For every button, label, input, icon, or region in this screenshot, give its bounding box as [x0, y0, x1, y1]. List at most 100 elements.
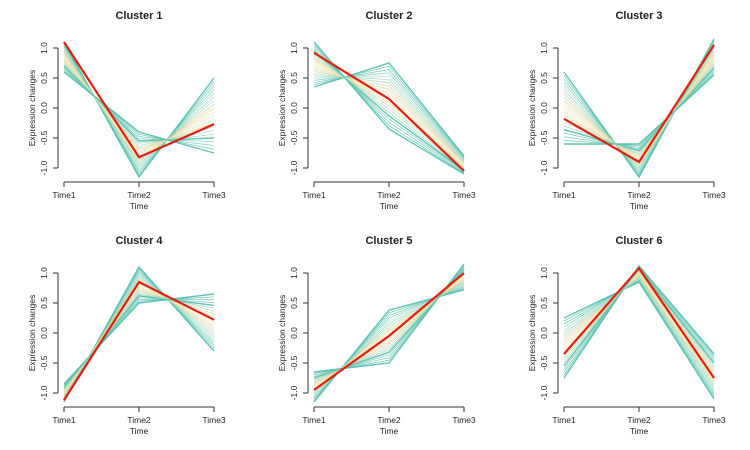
panel-title: Cluster 4	[115, 235, 163, 247]
member-line	[313, 52, 465, 170]
member-line	[313, 289, 465, 403]
member-line	[563, 279, 715, 395]
member-line	[564, 74, 715, 145]
member-line	[313, 70, 465, 163]
member-line	[563, 71, 715, 148]
member-line	[563, 44, 715, 173]
member-line	[563, 275, 715, 384]
member-line	[563, 264, 715, 379]
member-line	[563, 274, 715, 379]
member-line	[563, 269, 715, 368]
y-tick-label: 0.5	[539, 297, 549, 309]
y-tick-label: -1.0	[39, 385, 49, 400]
y-axis-label: Expression changes	[277, 70, 287, 147]
x-tick-label: Time3	[202, 415, 226, 425]
member-line	[563, 65, 715, 153]
x-tick-label: Time3	[452, 415, 476, 425]
member-line	[313, 272, 465, 383]
member-line	[313, 265, 465, 374]
y-tick-label: -0.5	[539, 355, 549, 370]
centroid-line	[63, 41, 215, 159]
x-tick-label: Time3	[702, 190, 726, 200]
member-line	[563, 54, 715, 163]
x-tick-label: Time3	[202, 190, 226, 200]
x-tick-label: Time1	[302, 415, 326, 425]
member-line	[563, 279, 715, 393]
cluster-panel-4: Cluster 4 -1.0 -0.5 0.0 0.5 1.0 Expression cha…	[27, 235, 226, 436]
y-axis-label: Expression changes	[527, 70, 537, 147]
x-tick-label: Time3	[452, 190, 476, 200]
y-tick-label: 0.0	[539, 102, 549, 114]
member-line	[563, 67, 715, 152]
y-tick-label: 0.5	[289, 297, 299, 309]
y-tick-label: 0.0	[39, 102, 49, 114]
y-tick-label: 1.0	[39, 42, 49, 54]
member-line	[63, 296, 215, 386]
y-tick-label: -1.0	[289, 160, 299, 175]
y-tick-label: -1.0	[39, 160, 49, 175]
member-line	[563, 278, 715, 391]
x-tick-label: Time1	[552, 415, 576, 425]
centroid-line	[563, 266, 715, 379]
cluster-panel-3: Cluster 3 -1.0 -0.5 0.0 0.5 1.0 Expression cha…	[527, 10, 726, 211]
member-line	[63, 70, 215, 150]
member-line	[563, 270, 715, 370]
member-line	[313, 286, 465, 400]
y-tick-label: -0.5	[289, 355, 299, 370]
x-axis-label: Time	[380, 201, 399, 211]
y-tick-label: 0.5	[289, 72, 299, 84]
member-line	[563, 276, 715, 386]
x-tick-label: Time1	[302, 190, 326, 200]
x-tick-label: Time2	[627, 190, 651, 200]
y-tick-label: -0.5	[289, 130, 299, 145]
y-axis-label: Expression changes	[27, 295, 37, 372]
x-axis-label: Time	[380, 426, 399, 436]
member-line	[563, 277, 715, 388]
y-tick-label: 0.0	[539, 327, 549, 339]
y-tick-label: 0.0	[39, 327, 49, 339]
member-line	[313, 283, 465, 397]
centroid-line	[313, 51, 465, 172]
centroid-line	[63, 280, 215, 401]
member-line	[63, 56, 215, 156]
y-tick-label: 1.0	[289, 42, 299, 54]
cluster-panel-5: Cluster 5 -1.0 -0.5 0.0 0.5 1.0 Expression cha…	[277, 235, 476, 436]
member-line	[313, 43, 465, 174]
x-tick-label: Time1	[52, 190, 76, 200]
panel-title: Cluster 1	[115, 10, 162, 22]
y-axis-label: Expression changes	[527, 295, 537, 372]
member-line	[563, 49, 715, 168]
member-line	[63, 58, 215, 153]
x-tick-label: Time2	[627, 415, 651, 425]
cluster-panel-6: Cluster 6 -1.0 -0.5 0.0 0.5 1.0 Expression cha…	[527, 235, 726, 436]
x-tick-label: Time2	[377, 415, 401, 425]
member-line	[563, 58, 715, 160]
x-axis-label: Time	[130, 426, 149, 436]
member-line	[563, 69, 715, 150]
centroid-line	[313, 272, 465, 391]
member-line	[563, 51, 715, 167]
y-axis-label: Expression changes	[277, 295, 287, 372]
member-line	[63, 43, 215, 176]
panel-title: Cluster 5	[365, 235, 412, 247]
y-tick-label: 1.0	[39, 267, 49, 279]
y-axis-label: Expression changes	[27, 70, 37, 147]
x-tick-label: Time2	[127, 415, 151, 425]
y-tick-label: -0.5	[39, 130, 49, 145]
member-line	[563, 274, 715, 382]
y-tick-label: -1.0	[539, 385, 549, 400]
member-line	[563, 72, 715, 147]
member-line	[313, 281, 465, 394]
x-tick-label: Time2	[127, 190, 151, 200]
y-tick-label: -1.0	[539, 160, 549, 175]
y-tick-label: 0.0	[289, 327, 299, 339]
panel-title: Cluster 3	[615, 10, 662, 22]
member-line	[313, 72, 465, 159]
y-tick-label: 1.0	[539, 42, 549, 54]
x-tick-label: Time1	[552, 190, 576, 200]
member-line	[563, 56, 715, 162]
panel-title: Cluster 6	[615, 235, 662, 247]
x-tick-label: Time1	[52, 415, 76, 425]
y-tick-label: 1.0	[289, 267, 299, 279]
